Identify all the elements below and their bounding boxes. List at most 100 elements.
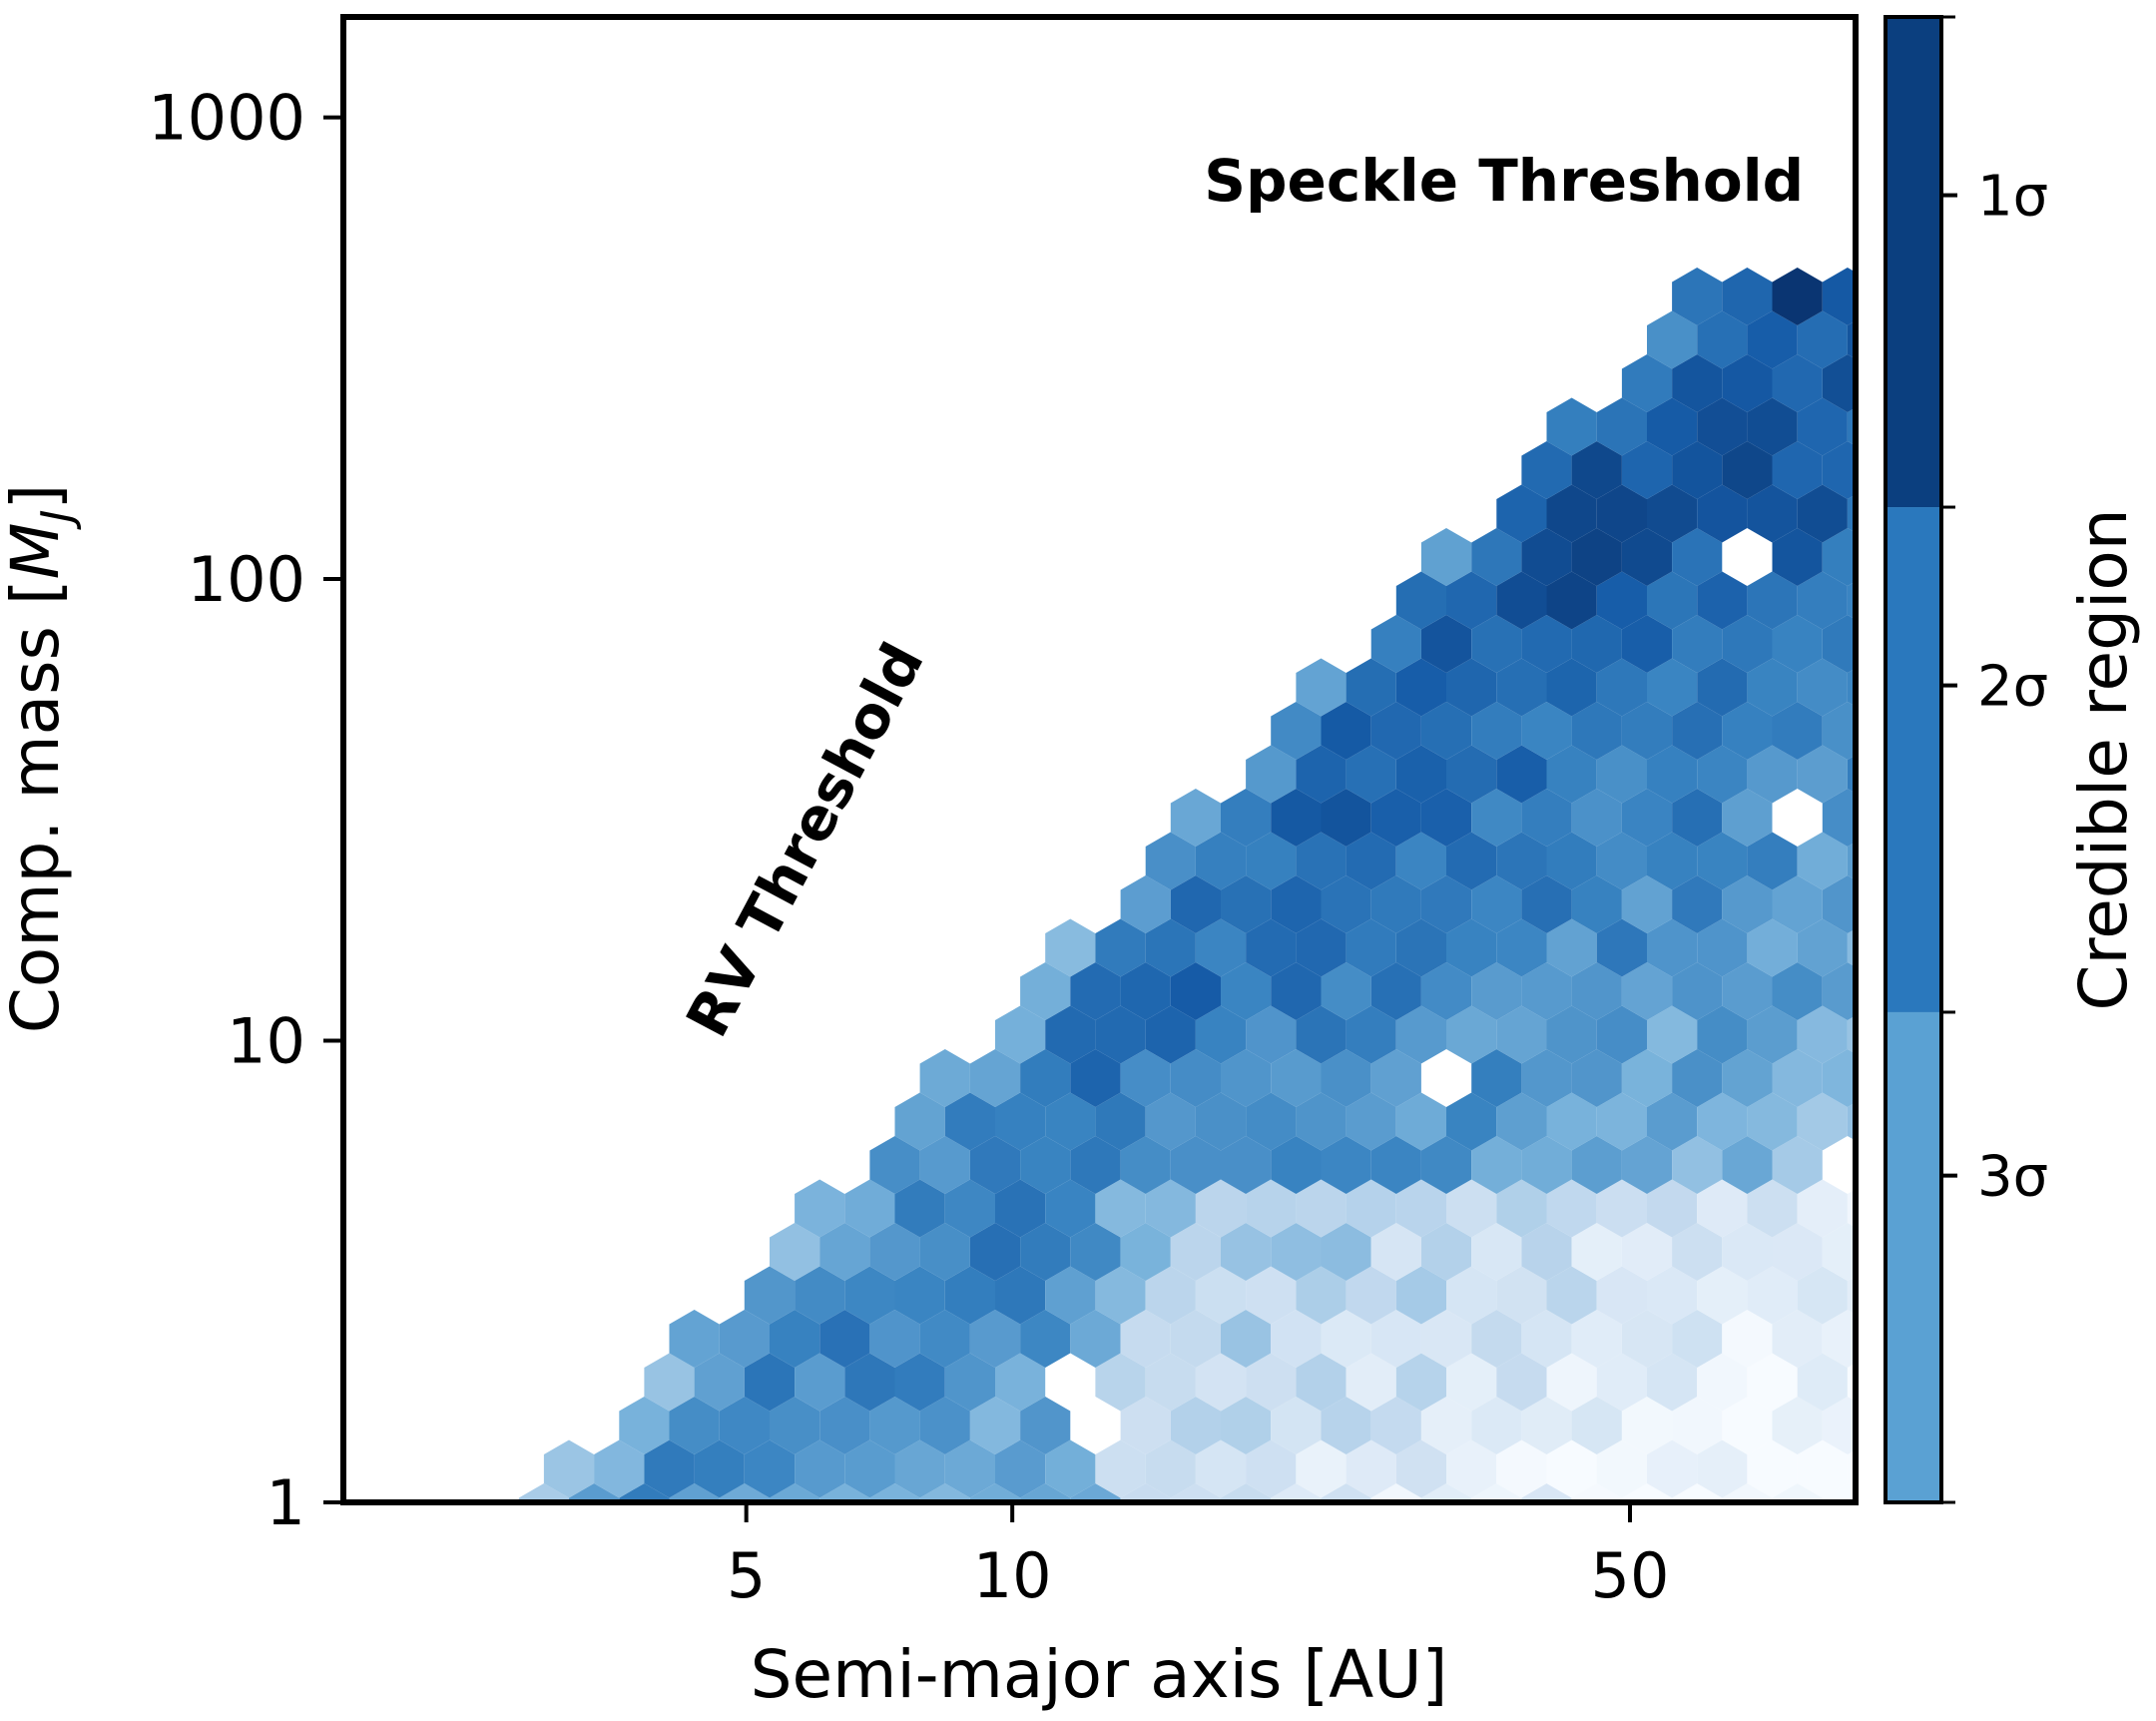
- hexbin-cell: [1271, 1049, 1322, 1107]
- hexbin-cell: [1797, 832, 1848, 890]
- hexbin-cell: [1747, 310, 1798, 369]
- hexbin-cell: [1095, 1353, 1146, 1412]
- hexbin-cell: [995, 1092, 1046, 1151]
- hexbin-cell: [1070, 1483, 1121, 1502]
- hexbin-cell: [770, 1310, 820, 1368]
- hexbin-cell: [1647, 1439, 1698, 1498]
- hexbin-cell: [644, 1439, 695, 1498]
- hexbin-cell: [944, 1266, 995, 1325]
- colorbar-band: [1886, 1011, 1941, 1502]
- hexbin-cell: [1621, 1136, 1673, 1194]
- hexbin-cell: [1747, 918, 1798, 977]
- hexbin-cell: [1647, 310, 1698, 369]
- hexbin-cell: [1496, 1439, 1547, 1498]
- hexbin-cell: [1521, 1136, 1572, 1194]
- hexbin-cell: [1370, 875, 1421, 933]
- hexbin-cell: [1045, 1266, 1096, 1325]
- colorbar: 1σ 2σ 3σ Credible region: [1884, 15, 2142, 1504]
- hexbin-cell: [869, 1310, 920, 1368]
- hexbin-cell: [1621, 1310, 1673, 1368]
- y-tick-label: 1: [267, 1466, 305, 1539]
- hexbin-cell: [1195, 918, 1247, 977]
- y-axis-label: Comp. mass [MJ]: [0, 484, 83, 1034]
- hexbin-cell: [1596, 658, 1647, 717]
- colorbar-band: [1886, 17, 1941, 508]
- hexbin-cell: [1546, 1005, 1597, 1064]
- hexbin-cell: [1496, 1266, 1547, 1325]
- hexbin-cell: [1672, 962, 1723, 1020]
- hexbin-cell: [1446, 1092, 1497, 1151]
- hexbin-cell: [1145, 918, 1196, 977]
- hexbin-cell: [995, 1439, 1046, 1498]
- hexbin-cell: [1772, 1310, 1823, 1368]
- hexbin-cell: [1195, 1439, 1247, 1498]
- hexbin-cell: [995, 1353, 1046, 1412]
- hexbin-cell: [1747, 832, 1798, 890]
- hexbin-cell: [1195, 1092, 1247, 1151]
- hexbin-cell: [694, 1353, 745, 1412]
- hexbin-cell: [1546, 658, 1597, 717]
- hexbin-cell: [1822, 441, 1856, 499]
- hexbin-cell: [894, 1092, 945, 1151]
- hexbin-cell: [569, 1483, 620, 1502]
- hexbin-cell: [1296, 1266, 1347, 1325]
- hexbin-cell: [1521, 1483, 1572, 1502]
- hexbin-cell: [1672, 354, 1723, 412]
- hexbin-cell: [1621, 615, 1673, 673]
- hexbin-cell: [1370, 1049, 1421, 1107]
- hexbin-cell: [919, 1310, 970, 1368]
- hexbin-cell: [1596, 745, 1647, 804]
- hexbin-cell: [1221, 1310, 1272, 1368]
- hexbin-cell: [1596, 1005, 1647, 1064]
- hexbin-cell: [1697, 484, 1748, 543]
- hexbin-cell: [1395, 1092, 1446, 1151]
- hexbin-cell: [1120, 1483, 1171, 1502]
- hexbin-cell: [1195, 1005, 1247, 1064]
- hexbin-cell: [1471, 875, 1522, 933]
- colorbar-bands: [1886, 17, 1941, 1502]
- hexbin-cell: [944, 1439, 995, 1498]
- hexbin-cell: [1672, 1397, 1723, 1454]
- hexbin-cell: [719, 1310, 770, 1368]
- hexbin-cell: [1747, 1092, 1798, 1151]
- hexbin-cell: [1647, 571, 1698, 630]
- hexbin-cell: [1045, 1439, 1096, 1498]
- hexbin-cell: [1446, 1005, 1497, 1064]
- hexbin-cell: [1296, 745, 1347, 804]
- hexbin-cell: [1370, 962, 1421, 1020]
- hexbin-cell: [1797, 310, 1848, 369]
- hexbin-cell: [1271, 1136, 1322, 1194]
- hexbin-cell: [1471, 1483, 1522, 1502]
- hexbin-cell: [1420, 1483, 1472, 1502]
- hexbin-cell: [1346, 918, 1396, 977]
- hexbin-cell: [1321, 702, 1371, 760]
- hexbin-cell: [1822, 528, 1856, 586]
- y-tick-label: 1000: [148, 82, 305, 155]
- hexbin-cell: [1471, 702, 1522, 760]
- hexbin-cell: [1045, 1092, 1096, 1151]
- hexbin-cell: [1370, 1483, 1421, 1502]
- hexbin-cell: [1471, 1049, 1522, 1107]
- hexbin-cell: [1195, 1266, 1247, 1325]
- hexbin-cell: [1596, 484, 1647, 543]
- hexbin-cell: [1020, 1223, 1071, 1281]
- hexbin-cell: [1221, 1049, 1272, 1107]
- hexbin-cell: [1095, 1439, 1146, 1498]
- hexbin-cell: [1621, 1397, 1673, 1454]
- hexbin-cell: [1647, 918, 1698, 977]
- hexbin-cell: [869, 1136, 920, 1194]
- hexbin-cell: [819, 1483, 870, 1502]
- hexbin-cell: [1571, 702, 1622, 760]
- hexbin-cell: [919, 1049, 970, 1107]
- hexbin-cell: [1596, 918, 1647, 977]
- hexbin-cell: [1747, 397, 1798, 456]
- hexbin-cell: [1195, 1353, 1247, 1412]
- colorbar-label: Credible region: [2065, 508, 2142, 1010]
- hexbin-cell: [1395, 832, 1446, 890]
- hexbin-cell: [1070, 1310, 1121, 1368]
- hexbin-cell: [1722, 962, 1773, 1020]
- hexbin-cell: [1070, 962, 1121, 1020]
- hexbin-cell: [1395, 571, 1446, 630]
- hexbin-cell: [944, 1353, 995, 1412]
